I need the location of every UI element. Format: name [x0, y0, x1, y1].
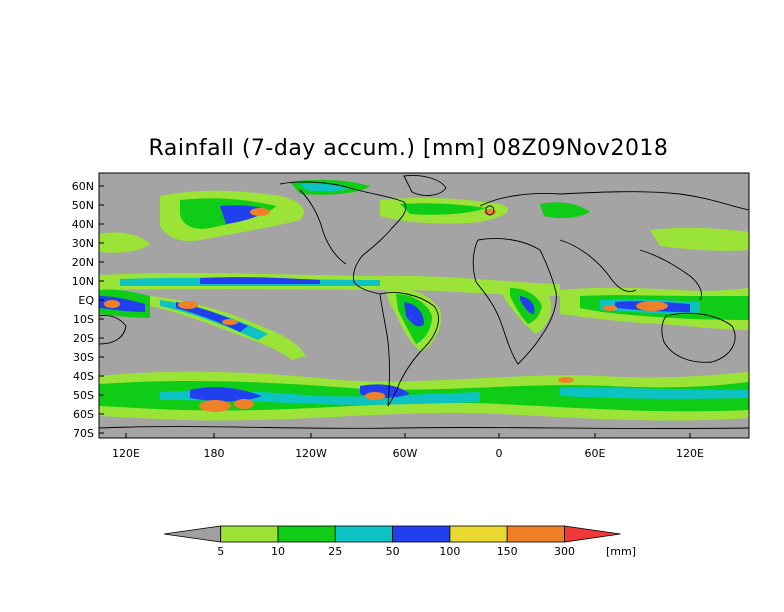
- lat-label: 30N: [72, 237, 94, 250]
- latitude-axis: 60N 50N 40N 30N 20N 10N EQ 10S 20S 30S 40S 50S 60S 70…: [72, 180, 104, 440]
- lat-label: 10N: [72, 275, 94, 288]
- map-title: Rainfall (7-day accum.) [mm] 08Z09Nov201…: [148, 136, 669, 161]
- colorbar-tick-label: 150: [497, 545, 518, 558]
- northern-storm-tracks: [99, 179, 749, 253]
- lon-label: 60W: [393, 447, 418, 460]
- coastlines: [99, 175, 749, 430]
- longitude-axis: 120E 180 120W 60W 0 60E 120E: [112, 433, 704, 460]
- colorbar-tick-label: 25: [328, 545, 342, 558]
- lon-label: 120E: [112, 447, 140, 460]
- lat-label: 40S: [73, 370, 94, 383]
- colorbar-left-arrow: [163, 525, 222, 543]
- lat-label: 30S: [73, 351, 94, 364]
- colorbar-right-arrow: [564, 525, 621, 543]
- colorbar-tick-label: 10: [271, 545, 285, 558]
- lon-label: 120W: [295, 447, 327, 460]
- colorbar-tick-label: 50: [386, 545, 400, 558]
- maritime-continent-rain: [99, 287, 749, 330]
- map-frame: [98, 172, 750, 439]
- lat-label: 20N: [72, 256, 94, 269]
- southern-storm-track: [99, 371, 749, 421]
- lat-label: EQ: [78, 294, 94, 307]
- lat-label: 10S: [73, 313, 94, 326]
- lat-label: 60S: [73, 408, 94, 421]
- colorbar-segment: [449, 525, 508, 543]
- colorbar-unit: [mm]: [606, 545, 636, 558]
- colorbar-segment: [277, 525, 336, 543]
- colorbar: 5 10 25 50 100 150 300 [mm]: [163, 525, 636, 558]
- colorbar-segment: [392, 525, 451, 543]
- lon-label: 180: [204, 447, 225, 460]
- rainfall-field: [99, 179, 749, 421]
- lon-label: 60E: [585, 447, 606, 460]
- lat-label: 50N: [72, 199, 94, 212]
- colorbar-tick-label: 5: [217, 545, 224, 558]
- colorbar-tick-label: 100: [439, 545, 460, 558]
- lat-label: 40N: [72, 218, 94, 231]
- tropical-land-rain: [386, 281, 552, 352]
- itcz-band: [99, 273, 560, 296]
- spcz-band: [150, 296, 306, 360]
- colorbar-tick-label: 300: [554, 545, 575, 558]
- lat-label: 60N: [72, 180, 94, 193]
- lat-label: 50S: [73, 389, 94, 402]
- colorbar-segment: [220, 525, 279, 543]
- lon-label: 120E: [676, 447, 704, 460]
- lat-label: 70S: [73, 427, 94, 440]
- colorbar-segment: [506, 525, 565, 543]
- lon-label: 0: [496, 447, 503, 460]
- colorbar-segment: [334, 525, 393, 543]
- lat-label: 20S: [73, 332, 94, 345]
